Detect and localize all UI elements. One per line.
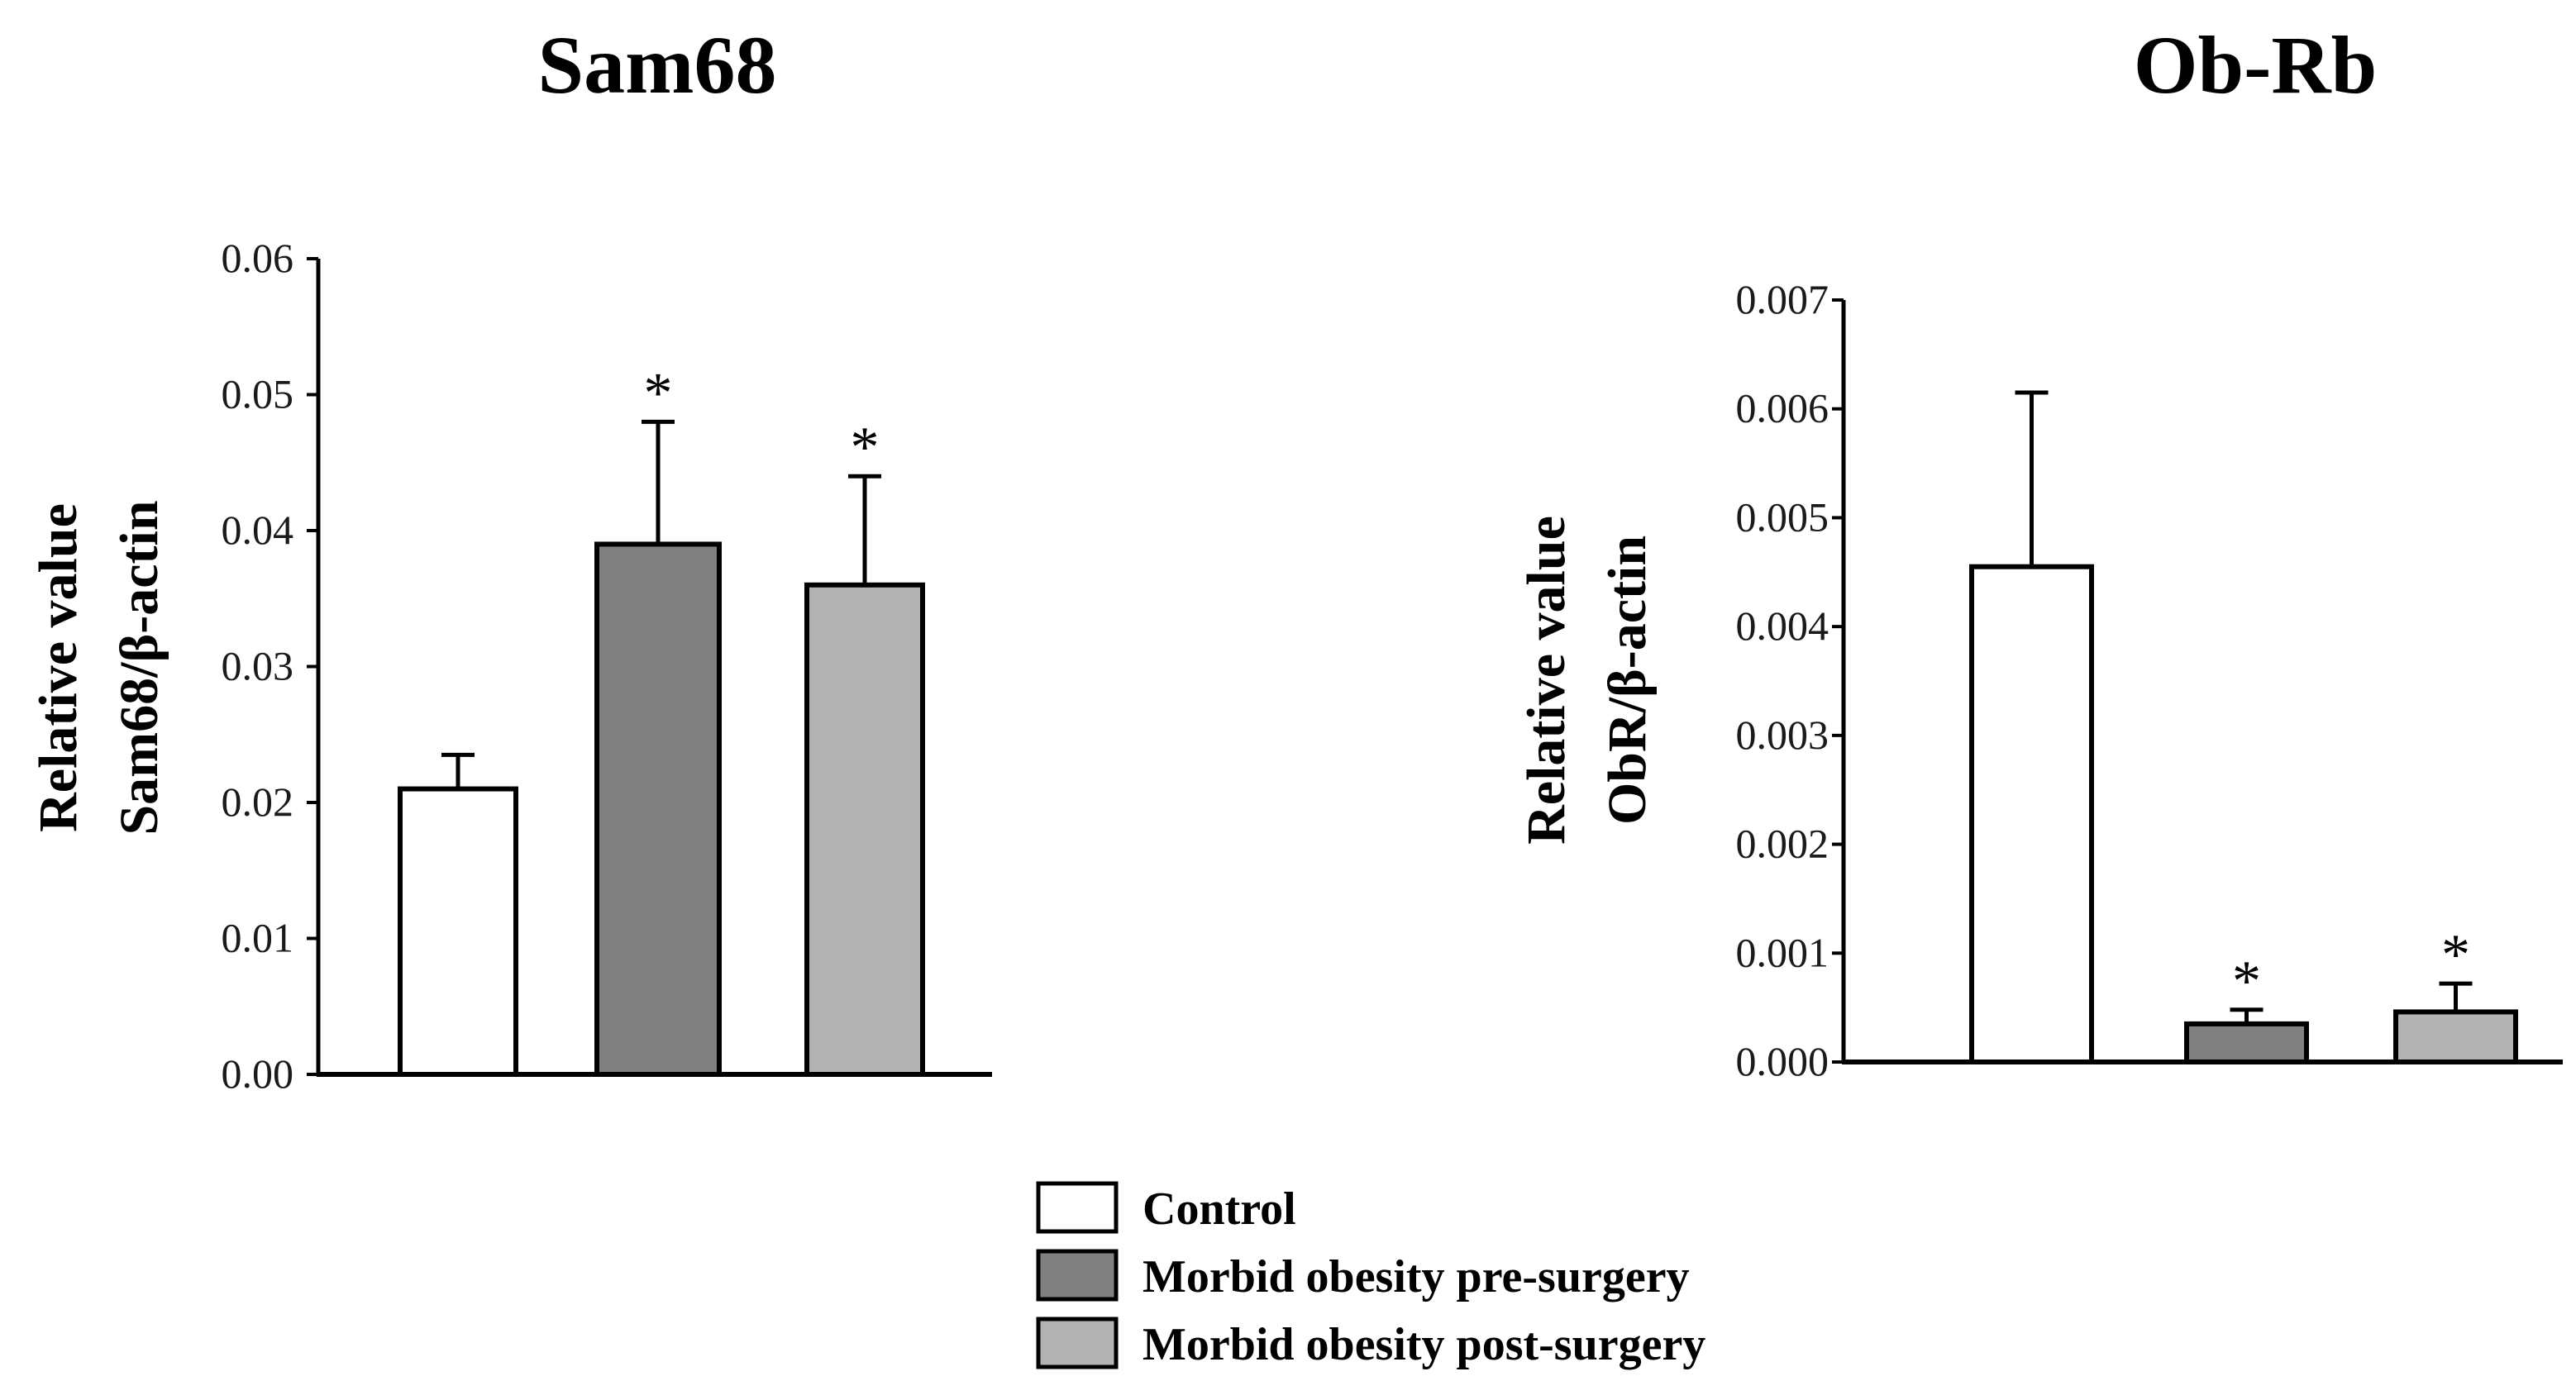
significance-marker: * (851, 416, 880, 479)
y-tick-label: 0.05 (222, 371, 294, 417)
y-tick-label: 0.002 (1736, 821, 1829, 867)
bar (2184, 1021, 2309, 1065)
legend-swatch (1036, 1249, 1119, 1302)
bar (804, 582, 925, 1077)
chart-title: Sam68 (538, 19, 777, 111)
legend-swatch (1036, 1317, 1119, 1369)
y-axis-label: Relative value (28, 503, 88, 832)
y-tick-label: 0.06 (222, 235, 294, 281)
y-tick-label: 0.02 (222, 779, 294, 825)
y-tick-label: 0.006 (1736, 385, 1829, 431)
y-tick-label: 0.005 (1736, 493, 1829, 540)
legend-label: Morbid obesity post-surgery (1143, 1319, 1705, 1370)
bar (398, 786, 518, 1077)
bar (594, 541, 722, 1077)
y-tick-label: 0.01 (222, 915, 294, 961)
legend-label: Morbid obesity pre-surgery (1143, 1251, 1690, 1302)
significance-marker: * (2232, 950, 2261, 1013)
bar (2393, 1009, 2518, 1064)
y-axis-label: Sam68/β-actin (109, 500, 169, 835)
y-tick-label: 0.004 (1736, 602, 1829, 649)
y-tick-label: 0.04 (222, 507, 294, 553)
significance-marker: * (2441, 923, 2470, 987)
legend-swatch (1036, 1181, 1119, 1234)
y-axis-label: ObR/β-actin (1597, 536, 1658, 825)
legend: Control Morbid obesity pre-surgery Morbid … (1036, 1181, 1705, 1370)
y-tick-label: 0.001 (1736, 929, 1829, 975)
chart-ob-rb: Ob-Rb Relative value ObR/β-actin 0.000 0.001… (1516, 19, 2563, 1084)
legend-label: Control (1143, 1183, 1296, 1235)
y-tick-label: 0.003 (1736, 712, 1829, 758)
y-tick-label: 0.03 (222, 643, 294, 689)
y-tick-label: 0.007 (1736, 276, 1829, 322)
chart-sam68: Sam68 Relative value Sam68/β-actin 0.00 0.01… (28, 19, 992, 1097)
y-axis-label: Relative value (1516, 516, 1577, 845)
chart-title: Ob-Rb (2134, 19, 2378, 111)
bar (1969, 564, 2094, 1064)
y-tick-label: 0.00 (222, 1050, 294, 1097)
y-tick-label: 0.000 (1736, 1038, 1829, 1084)
significance-marker: * (644, 361, 673, 425)
